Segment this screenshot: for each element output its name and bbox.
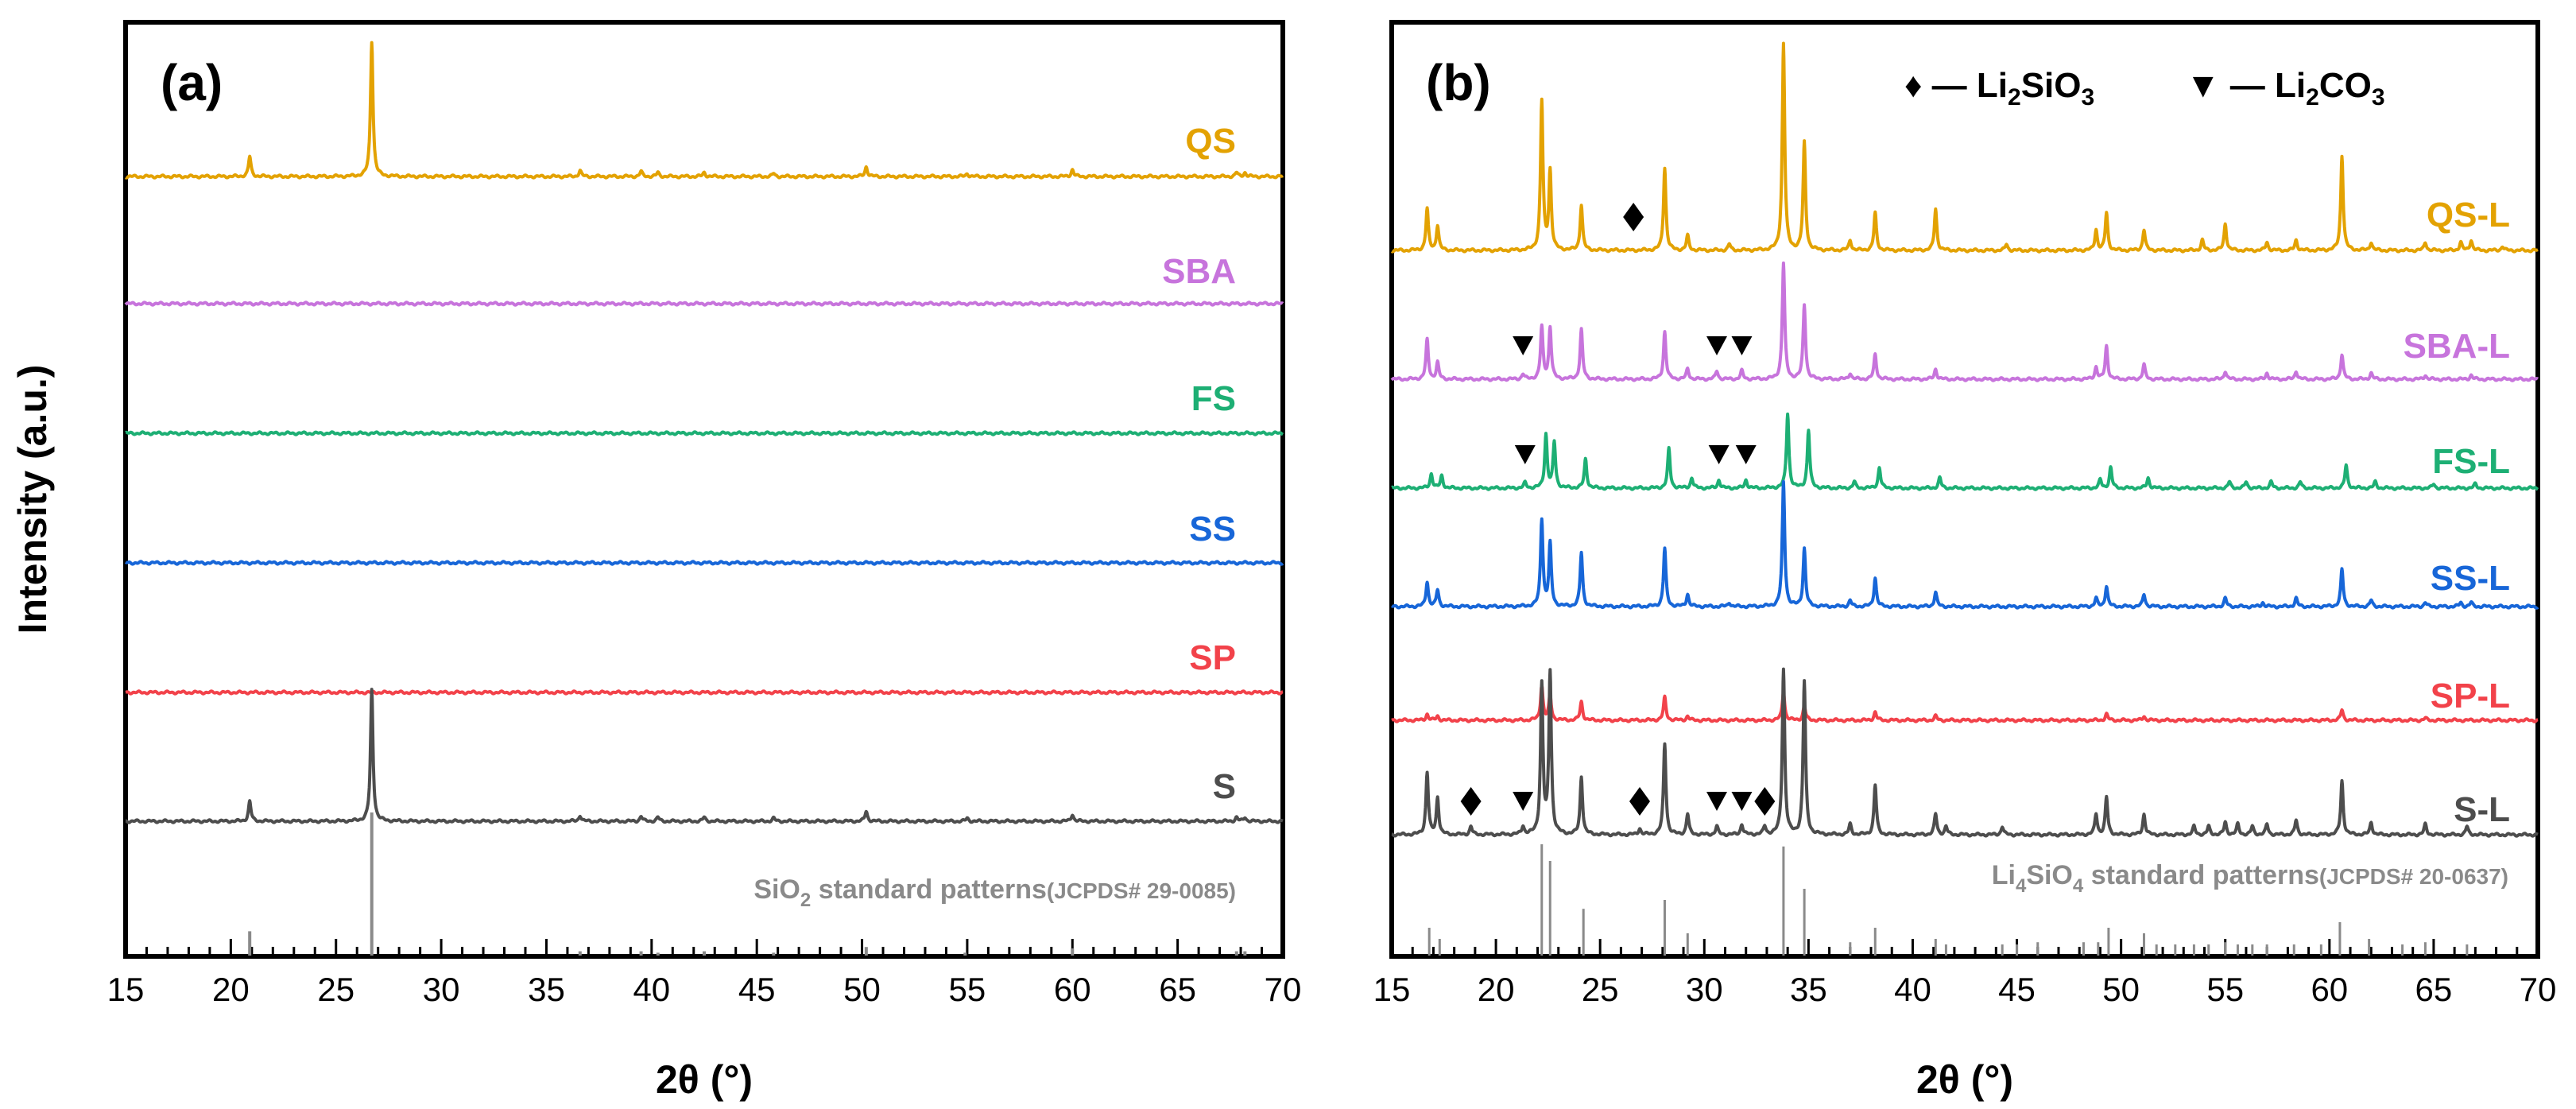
panel-b-title: (b) (1426, 54, 1491, 111)
li2co3-marker (1731, 336, 1753, 355)
x-tick-label: 35 (528, 971, 565, 1008)
li2co3-marker (1706, 792, 1728, 811)
x-tick-label: 70 (1265, 971, 1302, 1008)
series-line-sba-l (1390, 261, 2539, 382)
series-label-sp: SP (1189, 638, 1236, 677)
series-label-fs: FS (1191, 379, 1236, 418)
panel-a-reference-label: SiO2 standard patterns(JCPDS# 29-0085) (753, 874, 1236, 911)
series-line-s-l (1390, 667, 2539, 838)
x-tick-label: 45 (1998, 971, 2036, 1008)
series-label-fs-l: FS-L (2432, 442, 2510, 481)
panel-b-legend: ♦ — Li2SiO3 ▼ — Li2CO3 (1904, 66, 2385, 111)
li2co3-marker (1735, 445, 1757, 464)
series-line-ss-l (1390, 479, 2539, 610)
series-line-sp (124, 689, 1284, 696)
legend-li2sio3: ♦ — Li2SiO3 (1904, 66, 2094, 111)
panel-a-frame (123, 20, 1285, 959)
x-tick-label: 65 (1159, 971, 1196, 1008)
series-label-qs: QS (1185, 122, 1236, 161)
x-tick-label: 55 (949, 971, 986, 1008)
series-line-ss (124, 560, 1284, 566)
x-tick-label: 60 (1054, 971, 1091, 1008)
panel-a-x-axis-label: 2θ (°) (656, 1057, 753, 1102)
series-label-s: S (1213, 767, 1236, 806)
li2sio3-marker (1754, 787, 1776, 816)
panel-b-reference-pattern (1427, 844, 2469, 956)
x-tick-label: 50 (843, 971, 881, 1008)
series-label-ss-l: SS-L (2431, 559, 2510, 598)
panel-a-title: (a) (161, 54, 223, 111)
panel-b: (b) 15 20 25 30 35 40 45 50 55 60 65 70 QS-L SBA-L FS… (1373, 20, 2557, 1102)
li2sio3-marker (1629, 787, 1650, 816)
series-line-s (124, 688, 1284, 824)
x-tick-label: 70 (2520, 971, 2557, 1008)
x-tick-label: 25 (1582, 971, 1619, 1008)
x-tick-label: 30 (1686, 971, 1723, 1008)
panel-b-phase-markers (1460, 203, 1776, 816)
x-tick-label: 60 (2311, 971, 2348, 1008)
panel-b-reference-label: Li4SiO4 standard patterns(JCPDS# 20-0637… (1992, 860, 2508, 897)
x-tick-label: 55 (2206, 971, 2244, 1008)
series-label-sp-l: SP-L (2431, 677, 2510, 715)
x-tick-label: 15 (1373, 971, 1411, 1008)
x-tick-label: 45 (738, 971, 776, 1008)
li2co3-marker (1513, 792, 1534, 811)
x-tick-label: 25 (317, 971, 354, 1008)
li2sio3-marker (1623, 203, 1644, 231)
x-tick-label: 50 (2102, 971, 2140, 1008)
li2co3-marker (1514, 445, 1536, 464)
li2co3-marker (1513, 336, 1534, 355)
panel-b-x-axis-label: 2θ (°) (1916, 1057, 2013, 1102)
x-tick-label: 40 (633, 971, 670, 1008)
x-tick-label: 20 (1478, 971, 1515, 1008)
panel-b-ticks: 15 20 25 30 35 40 45 50 55 60 65 70 (1373, 939, 2557, 1008)
series-line-qs-l (1390, 41, 2539, 254)
x-tick-label: 35 (1790, 971, 1827, 1008)
series-label-qs-l: QS-L (2427, 196, 2510, 235)
panel-a-ticks: 15 20 25 30 35 40 45 50 55 60 65 70 (107, 939, 1302, 1008)
li2sio3-marker (1460, 787, 1482, 816)
series-line-sp-l (1390, 683, 2539, 723)
y-axis-label: Intensity (a.u.) (10, 365, 55, 634)
series-label-ss: SS (1189, 510, 1236, 549)
series-label-s-l: S-L (2454, 790, 2510, 829)
legend-li2co3: ▼ — Li2CO3 (2186, 66, 2385, 111)
li2co3-marker (1706, 336, 1728, 355)
x-tick-label: 20 (212, 971, 250, 1008)
panel-a-reference-pattern (248, 812, 1247, 956)
panel-a-series: QS SBA FS SS SP S (124, 41, 1284, 824)
series-label-sba: SBA (1162, 252, 1236, 291)
series-line-fs-l (1390, 412, 2539, 491)
series-label-sba-l: SBA-L (2404, 327, 2510, 366)
panel-a: (a) 15 20 25 30 35 40 45 50 55 60 65 70 QS SBA FS SS SP… (107, 20, 1302, 1102)
panel-b-series: QS-L SBA-L FS-L SS-L SP-L S-L (1390, 41, 2539, 838)
series-line-qs (124, 41, 1284, 180)
li2co3-marker (1731, 792, 1753, 811)
x-tick-label: 65 (2415, 971, 2453, 1008)
x-tick-label: 15 (107, 971, 145, 1008)
series-line-sba (124, 301, 1284, 307)
series-line-fs (124, 430, 1284, 436)
x-tick-label: 30 (423, 971, 460, 1008)
li2co3-marker (1708, 445, 1730, 464)
x-tick-label: 40 (1894, 971, 1931, 1008)
